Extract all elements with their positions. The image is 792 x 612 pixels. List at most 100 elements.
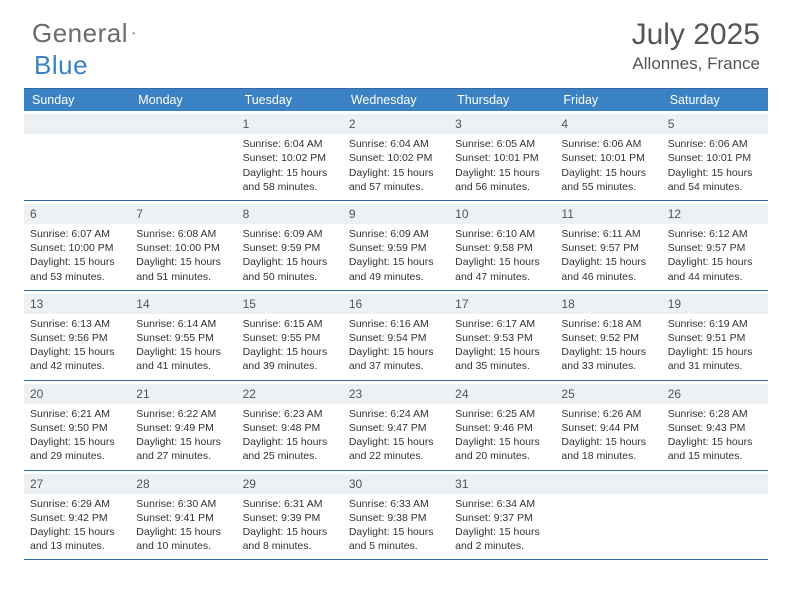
sunrise-text: Sunrise: 6:22 AM: [136, 407, 230, 421]
sunset-text: Sunset: 9:58 PM: [455, 241, 549, 255]
day-cell: 11Sunrise: 6:11 AMSunset: 9:57 PMDayligh…: [555, 201, 661, 290]
daylight1-text: Daylight: 15 hours: [136, 435, 230, 449]
day-cell: 7Sunrise: 6:08 AMSunset: 10:00 PMDayligh…: [130, 201, 236, 290]
day-cell-empty: [555, 471, 661, 560]
daylight1-text: Daylight: 15 hours: [561, 345, 655, 359]
day-cell-empty: [24, 111, 130, 200]
sunrise-text: Sunrise: 6:18 AM: [561, 317, 655, 331]
location-label: Allonnes, France: [632, 54, 760, 74]
logo-text-2: Blue: [34, 50, 88, 80]
day-cell: 14Sunrise: 6:14 AMSunset: 9:55 PMDayligh…: [130, 291, 236, 380]
sunset-text: Sunset: 9:46 PM: [455, 421, 549, 435]
daylight2-text: and 37 minutes.: [349, 359, 443, 373]
daylight1-text: Daylight: 15 hours: [136, 525, 230, 539]
daylight1-text: Daylight: 15 hours: [243, 435, 337, 449]
day-cell: 18Sunrise: 6:18 AMSunset: 9:52 PMDayligh…: [555, 291, 661, 380]
sunrise-text: Sunrise: 6:19 AM: [668, 317, 762, 331]
day-number: 14: [130, 294, 236, 314]
daylight1-text: Daylight: 15 hours: [243, 166, 337, 180]
weekday-wednesday: Wednesday: [343, 89, 449, 111]
daylight2-text: and 57 minutes.: [349, 180, 443, 194]
daylight1-text: Daylight: 15 hours: [561, 166, 655, 180]
day-cell: 10Sunrise: 6:10 AMSunset: 9:58 PMDayligh…: [449, 201, 555, 290]
day-cell: 16Sunrise: 6:16 AMSunset: 9:54 PMDayligh…: [343, 291, 449, 380]
day-number: 31: [449, 474, 555, 494]
daylight2-text: and 58 minutes.: [243, 180, 337, 194]
daylight1-text: Daylight: 15 hours: [243, 255, 337, 269]
day-number: 5: [662, 114, 768, 134]
day-number: 23: [343, 384, 449, 404]
sunset-text: Sunset: 9:49 PM: [136, 421, 230, 435]
sunset-text: Sunset: 10:00 PM: [136, 241, 230, 255]
day-cell: 26Sunrise: 6:28 AMSunset: 9:43 PMDayligh…: [662, 381, 768, 470]
day-cell: 24Sunrise: 6:25 AMSunset: 9:46 PMDayligh…: [449, 381, 555, 470]
daylight1-text: Daylight: 15 hours: [668, 435, 762, 449]
weekday-monday: Monday: [130, 89, 236, 111]
day-number: 19: [662, 294, 768, 314]
daylight1-text: Daylight: 15 hours: [455, 345, 549, 359]
sunset-text: Sunset: 9:54 PM: [349, 331, 443, 345]
week-row: 13Sunrise: 6:13 AMSunset: 9:56 PMDayligh…: [24, 291, 768, 381]
weeks-container: 1 Sunrise: 6:04 AM Sunset: 10:02 PM Dayligh…: [24, 111, 768, 560]
daylight1-text: Daylight: 15 hours: [561, 255, 655, 269]
daylight1-text: Daylight: 15 hours: [668, 255, 762, 269]
sunset-text: Sunset: 9:51 PM: [668, 331, 762, 345]
day-cell: 12Sunrise: 6:12 AMSunset: 9:57 PMDayligh…: [662, 201, 768, 290]
sunset-text: Sunset: 9:41 PM: [136, 511, 230, 525]
sunrise-text: Sunrise: 6:29 AM: [30, 497, 124, 511]
weekday-header-row: SundayMondayTuesdayWednesdayThursdayFrid…: [24, 88, 768, 111]
weekday-saturday: Saturday: [662, 89, 768, 111]
sunrise-text: Sunrise: 6:04 AM: [243, 137, 337, 151]
daylight2-text: and 51 minutes.: [136, 270, 230, 284]
day-cell: 13Sunrise: 6:13 AMSunset: 9:56 PMDayligh…: [24, 291, 130, 380]
day-cell: 31Sunrise: 6:34 AMSunset: 9:37 PMDayligh…: [449, 471, 555, 560]
daylight1-text: Daylight: 15 hours: [243, 345, 337, 359]
day-number: 17: [449, 294, 555, 314]
sunrise-text: Sunrise: 6:09 AM: [349, 227, 443, 241]
daylight1-text: Daylight: 15 hours: [30, 435, 124, 449]
day-cell: 3Sunrise: 6:05 AMSunset: 10:01 PMDayligh…: [449, 111, 555, 200]
daylight1-text: Daylight: 15 hours: [30, 525, 124, 539]
day-cell: 9Sunrise: 6:09 AMSunset: 9:59 PMDaylight…: [343, 201, 449, 290]
day-cell: 4Sunrise: 6:06 AMSunset: 10:01 PMDayligh…: [555, 111, 661, 200]
sunrise-text: Sunrise: 6:21 AM: [30, 407, 124, 421]
header: General July 2025 Allonnes, France: [0, 0, 792, 82]
day-number: 11: [555, 204, 661, 224]
sunrise-text: Sunrise: 6:09 AM: [243, 227, 337, 241]
daylight2-text: and 10 minutes.: [136, 539, 230, 553]
day-number: 27: [24, 474, 130, 494]
sunrise-text: Sunrise: 6:30 AM: [136, 497, 230, 511]
sunset-text: Sunset: 9:57 PM: [668, 241, 762, 255]
day-cell: 5Sunrise: 6:06 AMSunset: 10:01 PMDayligh…: [662, 111, 768, 200]
sunset-text: Sunset: 9:42 PM: [30, 511, 124, 525]
sunset-text: Sunset: 10:02 PM: [349, 151, 443, 165]
day-number: 20: [24, 384, 130, 404]
sunrise-text: Sunrise: 6:31 AM: [243, 497, 337, 511]
weekday-friday: Friday: [555, 89, 661, 111]
sunset-text: Sunset: 10:01 PM: [561, 151, 655, 165]
day-number: 29: [237, 474, 343, 494]
daylight2-text: and 31 minutes.: [668, 359, 762, 373]
sunset-text: Sunset: 9:52 PM: [561, 331, 655, 345]
day-number: 6: [24, 204, 130, 224]
day-number: 7: [130, 204, 236, 224]
sunrise-text: Sunrise: 6:28 AM: [668, 407, 762, 421]
day-cell-empty: [130, 111, 236, 200]
sunset-text: Sunset: 10:01 PM: [455, 151, 549, 165]
month-title: July 2025: [632, 18, 760, 52]
logo-triangle-icon: [132, 22, 135, 44]
sunrise-text: Sunrise: 6:23 AM: [243, 407, 337, 421]
sunset-text: Sunset: 9:38 PM: [349, 511, 443, 525]
sunrise-text: Sunrise: 6:11 AM: [561, 227, 655, 241]
daylight1-text: Daylight: 15 hours: [136, 255, 230, 269]
sunset-text: Sunset: 9:59 PM: [349, 241, 443, 255]
day-number: 1: [237, 114, 343, 134]
sunset-text: Sunset: 9:37 PM: [455, 511, 549, 525]
sunset-text: Sunset: 9:56 PM: [30, 331, 124, 345]
day-cell: 30Sunrise: 6:33 AMSunset: 9:38 PMDayligh…: [343, 471, 449, 560]
day-number: 22: [237, 384, 343, 404]
weekday-thursday: Thursday: [449, 89, 555, 111]
daylight2-text: and 47 minutes.: [455, 270, 549, 284]
daylight1-text: Daylight: 15 hours: [349, 525, 443, 539]
sunset-text: Sunset: 9:53 PM: [455, 331, 549, 345]
